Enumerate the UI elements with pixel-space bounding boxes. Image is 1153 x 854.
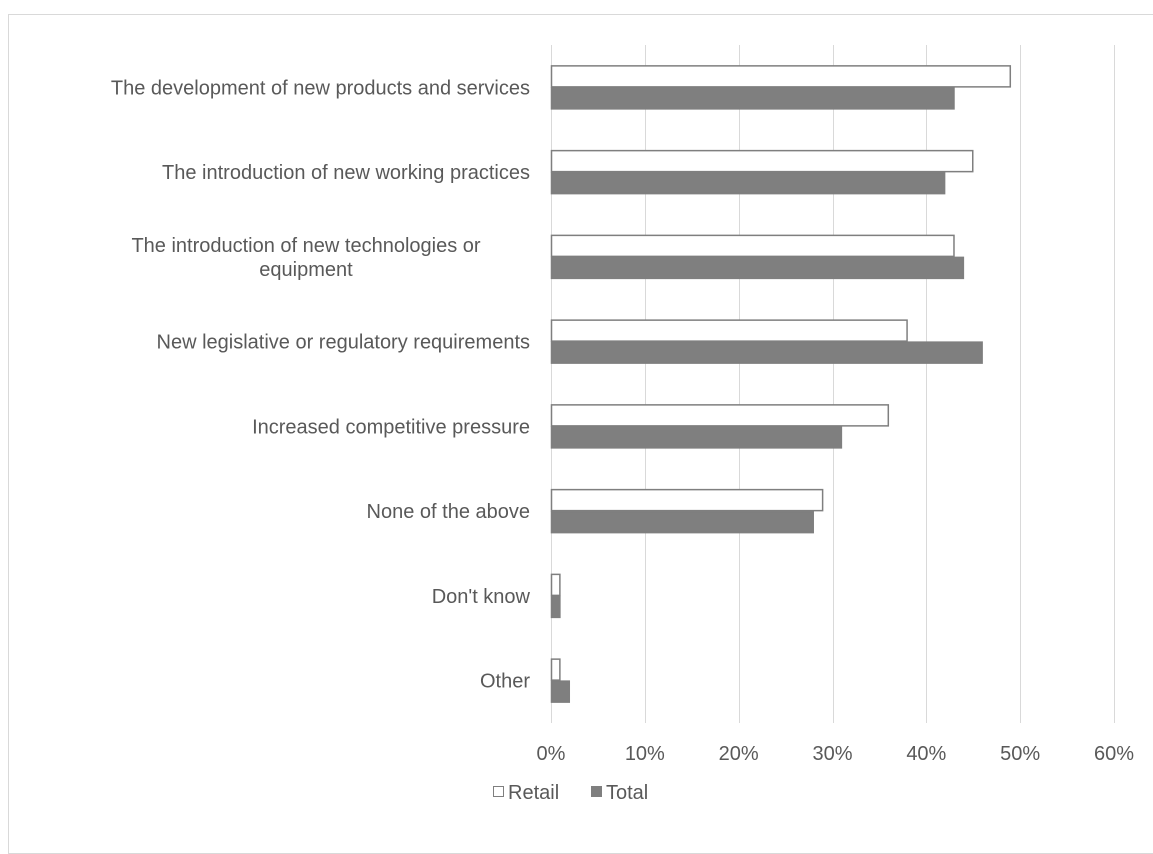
category-label: Increased competitive pressure (252, 416, 530, 438)
bar-total-8 (550, 680, 571, 703)
category-label: The introduction of new working practice… (162, 162, 530, 184)
x-axis-tick-labels: 0% 10% 20% 30% 40% 50% 60% (537, 743, 1135, 765)
bar-total-2 (550, 171, 946, 195)
bar-retail-5 (550, 404, 890, 427)
category-label: New legislative or regulatory requiremen… (157, 332, 531, 354)
bar-chart: The development of new products and serv… (111, 45, 1135, 804)
category-label: The introduction of new technologies or e… (131, 235, 480, 281)
category-label: None of the above (367, 501, 530, 523)
bar-total-7 (550, 595, 561, 619)
bar-total-5 (550, 426, 843, 449)
bar-retail-1 (550, 65, 1012, 88)
legend-swatch-retail (493, 786, 504, 797)
category-label: The development of new products and serv… (111, 77, 530, 99)
bar-retail-6 (550, 488, 824, 512)
legend: Retail Total (493, 782, 648, 804)
bar-retail-4 (550, 319, 908, 342)
bar-retail-3 (550, 234, 955, 258)
category-label: Don't know (432, 586, 531, 608)
bars (550, 65, 1012, 703)
x-tick-label: 0% (537, 743, 566, 765)
bar-retail-7 (550, 573, 561, 597)
legend-swatch-total (591, 786, 602, 797)
bar-total-4 (550, 341, 983, 364)
bar-retail-2 (550, 149, 974, 173)
x-tick-label: 60% (1094, 743, 1134, 765)
legend-label-retail: Retail (508, 782, 559, 804)
category-labels: The development of new products and serv… (111, 77, 531, 692)
x-tick-label: 30% (812, 743, 852, 765)
legend-label-total: Total (606, 782, 648, 804)
category-label: Other (480, 671, 530, 693)
x-tick-label: 20% (719, 743, 759, 765)
bar-retail-8 (550, 658, 561, 681)
x-tick-label: 10% (625, 743, 665, 765)
x-tick-label: 50% (1000, 743, 1040, 765)
x-tick-label: 40% (906, 743, 946, 765)
bar-total-3 (550, 256, 965, 280)
bar-total-1 (550, 87, 955, 110)
bar-total-6 (550, 510, 814, 534)
gridlines (551, 45, 1115, 723)
